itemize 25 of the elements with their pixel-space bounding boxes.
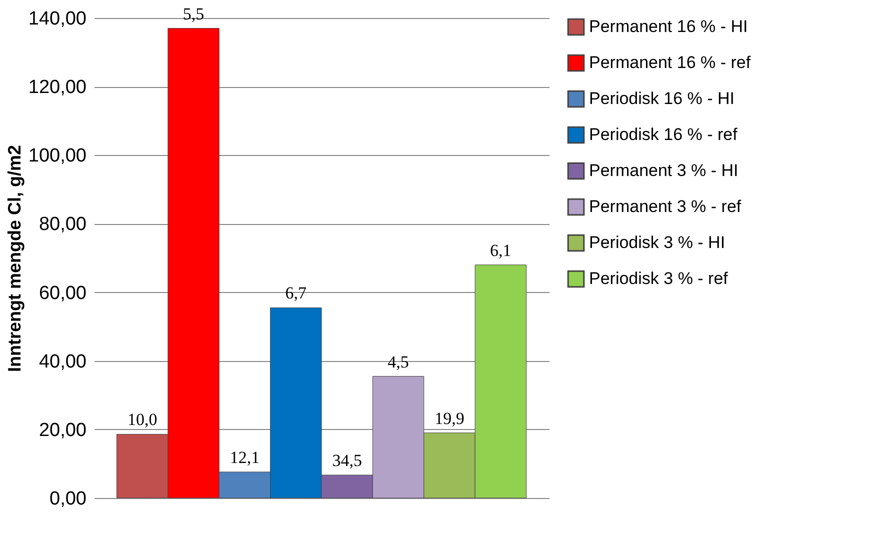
annotation: 4,5 xyxy=(388,352,409,372)
y-tick-label: 140,00 xyxy=(28,8,86,30)
legend-label: Periodisk 16 % - ref xyxy=(589,125,738,144)
annotation: 5,5 xyxy=(182,4,204,24)
legend-label: Periodisk 3 % - HI xyxy=(589,233,726,252)
y-tick-label: 20,00 xyxy=(38,420,86,441)
legend-label: Permanent 16 % - HI xyxy=(589,17,748,36)
y-axis-title: Inntrengt mengde Cl, g/m2 xyxy=(4,144,24,372)
y-tick-label: 120,00 xyxy=(28,77,86,98)
y-tick-label: 40,00 xyxy=(38,351,86,372)
legend-label: Permanent 3 % - ref xyxy=(589,197,742,216)
legend-label: Permanent 16 % - ref xyxy=(589,53,751,72)
annotation: 12,1 xyxy=(230,448,260,467)
legend-label: Periodisk 16 % - HI xyxy=(589,89,734,108)
y-tick-label: 80,00 xyxy=(38,214,86,236)
annotation: 6,1 xyxy=(490,240,512,260)
y-tick-label: 60,00 xyxy=(38,282,86,304)
y-tick-label: 100,00 xyxy=(28,146,86,167)
legend-label: Permanent 3 % - HI xyxy=(589,161,738,180)
y-tick-label: 0,00 xyxy=(50,488,86,510)
annotation: 34,5 xyxy=(332,451,362,470)
annotation: 10,0 xyxy=(127,410,158,430)
annotation: 6,7 xyxy=(285,284,308,303)
legend-label: Periodisk 3 % - ref xyxy=(589,269,728,288)
annotation: 19,9 xyxy=(434,408,464,428)
